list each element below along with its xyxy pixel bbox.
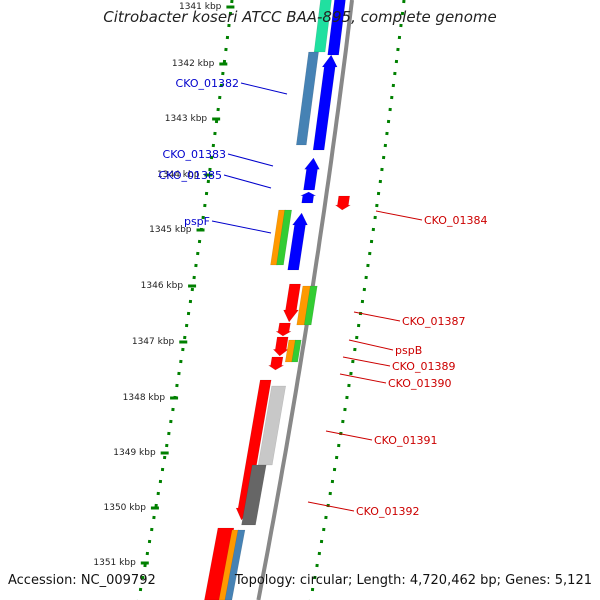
feature-band-green-2 [303, 285, 318, 326]
scale-label: 1349 kbp [113, 448, 156, 458]
genome-summary-text: Topology: circular; Length: 4,720,462 bp… [234, 573, 592, 588]
reverse-label-leader [348, 339, 394, 351]
reverse-gene-cko01387 [283, 283, 301, 323]
scale-label: 1347 kbp [132, 337, 175, 347]
reverse-label-leader [375, 210, 423, 221]
reverse-gene-label: CKO_01392 [356, 505, 419, 518]
scale-label: 1346 kbp [141, 281, 184, 291]
reverse-gene-pspb [275, 322, 293, 337]
reverse-gene-label: CKO_01389 [392, 360, 455, 373]
feature-band-teal [313, 0, 332, 53]
reverse-gene-cko01384 [334, 195, 352, 211]
scale-label: 1341 kbp [179, 2, 222, 12]
feature-band-orange-4 [218, 529, 240, 600]
scale-label: 1350 kbp [104, 503, 147, 513]
forward-gene-cko01383 [303, 157, 320, 191]
reverse-gene-bottom [204, 527, 235, 600]
reverse-label-leader [325, 430, 373, 441]
reverse-label-leader [307, 501, 355, 512]
reverse-gene-label: pspB [395, 344, 422, 357]
feature-band-lightgray [257, 385, 286, 466]
reverse-gene-label: CKO_01391 [374, 434, 437, 447]
forward-gene-cko01382 [312, 54, 338, 151]
forward-label-leader [240, 82, 288, 95]
reverse-gene-label: CKO_01387 [402, 315, 465, 328]
forward-gene-label: CKO_01385 [159, 169, 222, 182]
scale-label: 1348 kbp [123, 393, 166, 403]
figure-title: Citrobacter koseri ATCC BAA-895, complet… [103, 8, 497, 26]
feature-band-steelblue-2 [224, 529, 246, 600]
forward-label-leader [211, 220, 272, 234]
forward-gene-top [327, 0, 346, 56]
reverse-label-leader [342, 356, 391, 367]
reverse-gene-cko01390 [267, 356, 285, 371]
forward-gene-label: CKO_01382 [176, 77, 239, 90]
reverse-gene-label: CKO_01390 [388, 377, 451, 390]
forward-gene-pspf [287, 212, 308, 271]
forward-gene-label: pspF [184, 215, 210, 228]
forward-label-leader [223, 174, 272, 189]
scale-label: 1345 kbp [149, 225, 192, 235]
accession-text: Accession: NC_009792 [8, 573, 156, 588]
reverse-gene-cko01389 [272, 336, 290, 357]
scale-label: 1351 kbp [93, 558, 136, 568]
forward-gene-cko01385 [300, 191, 316, 204]
reverse-label-leader [353, 311, 401, 322]
outer-dotted-guide [308, 0, 406, 600]
scale-label: 1344 kbp [157, 170, 200, 180]
reverse-label-leader [339, 373, 387, 384]
feature-band-green [276, 209, 292, 266]
scale-label: 1342 kbp [172, 59, 215, 69]
feature-band-darkgray [241, 464, 267, 526]
forward-gene-label: CKO_01383 [163, 148, 226, 161]
scale-label: 1343 kbp [165, 114, 208, 124]
forward-label-leader [227, 153, 274, 167]
feature-band-steelblue [296, 51, 319, 146]
inner-dotted-guide [136, 0, 234, 600]
reverse-gene-label: CKO_01384 [424, 214, 487, 227]
feature-band-green-3 [291, 339, 302, 363]
